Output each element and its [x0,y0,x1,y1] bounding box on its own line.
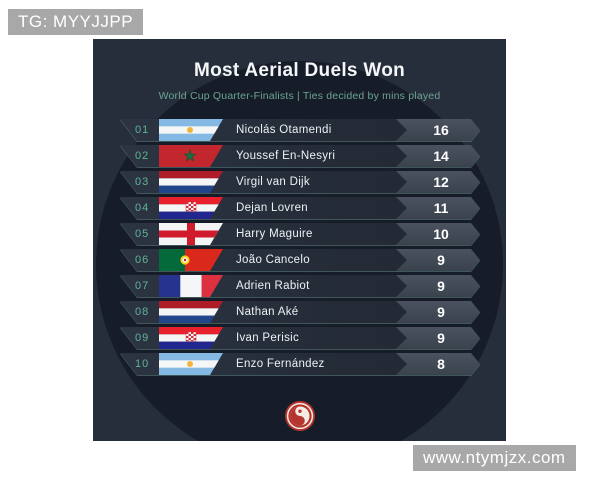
flag-icon-morocco [159,145,223,167]
player-name: Enzo Fernández [236,358,325,370]
rank-label: 05 [135,228,150,240]
value-badge: 14 [396,145,480,167]
value-label: 16 [433,122,449,138]
flag-icon-argentina [159,353,223,375]
leaderboard-row: 10 Enzo Fernández 8 [120,353,480,375]
rank-label: 01 [135,124,150,136]
leaderboard-row: 03 Virgil van Dijk 12 [120,171,480,193]
value-label: 9 [437,278,445,294]
value-label: 14 [433,148,449,164]
value-label: 9 [437,252,445,268]
value-label: 9 [437,304,445,320]
player-name: Youssef En-Nesyri [236,150,336,162]
value-badge: 10 [396,223,480,245]
value-badge: 9 [396,275,480,297]
value-badge: 8 [396,353,480,375]
rank-label: 03 [135,176,150,188]
flag-icon-croatia [159,327,223,349]
flag-icon-portugal [159,249,223,271]
stats-panel: Most Aerial Duels Won World Cup Quarter-… [93,39,506,441]
leaderboard-row: 05 Harry Maguire 10 [120,223,480,245]
panel-header: Most Aerial Duels Won World Cup Quarter-… [93,39,506,102]
value-badge: 9 [396,301,480,323]
flag-icon-argentina [159,119,223,141]
rank-label: 10 [135,358,150,370]
value-badge: 11 [396,197,480,219]
player-name: Adrien Rabiot [236,280,310,292]
chart-subtitle: World Cup Quarter-Finalists | Ties decid… [158,90,441,102]
value-badge: 9 [396,327,480,349]
value-badge: 16 [396,119,480,141]
leaderboard-row: 01 Nicolás Otamendi 16 [120,119,480,141]
flag-icon-england [159,223,223,245]
chart-title: Most Aerial Duels Won [193,60,406,81]
leaderboard-row: 04 Dejan Lovren 11 [120,197,480,219]
flag-icon-netherlands [159,171,223,193]
leaderboard-row: 09 Ivan Perisic 9 [120,327,480,349]
rank-label: 06 [135,254,150,266]
leaderboard-row: 06 João Cancelo 9 [120,249,480,271]
player-name: Harry Maguire [236,228,313,240]
leaderboard-row: 07 Adrien Rabiot 9 [120,275,480,297]
player-name: Ivan Perisic [236,332,300,344]
player-name: Nicolás Otamendi [236,124,332,136]
value-badge: 12 [396,171,480,193]
player-name: Nathan Aké [236,306,299,318]
player-name: João Cancelo [236,254,310,266]
website-watermark: www.ntymjzx.com [413,445,576,471]
value-label: 11 [433,200,449,216]
leaderboard: 01 Nicolás Otamendi 16 02 Youssef En-Nes… [120,119,480,375]
rank-label: 09 [135,332,150,344]
telegram-badge: TG: MYYJJPP [8,9,144,35]
leaderboard-row: 08 Nathan Aké 9 [120,301,480,323]
rank-label: 04 [135,202,150,214]
flag-icon-france [159,275,223,297]
rank-label: 07 [135,280,150,292]
value-label: 10 [433,226,449,242]
flag-icon-netherlands [159,301,223,323]
flag-icon-croatia [159,197,223,219]
value-label: 9 [437,330,445,346]
red-swirl-stats-logo-icon [284,401,315,431]
player-name: Dejan Lovren [236,202,309,214]
rank-label: 08 [135,306,150,318]
value-label: 8 [437,356,445,372]
value-label: 12 [433,174,449,190]
value-badge: 9 [396,249,480,271]
leaderboard-row: 02 Youssef En-Nesyri 14 [120,145,480,167]
player-name: Virgil van Dijk [236,176,310,188]
rank-label: 02 [135,150,150,162]
